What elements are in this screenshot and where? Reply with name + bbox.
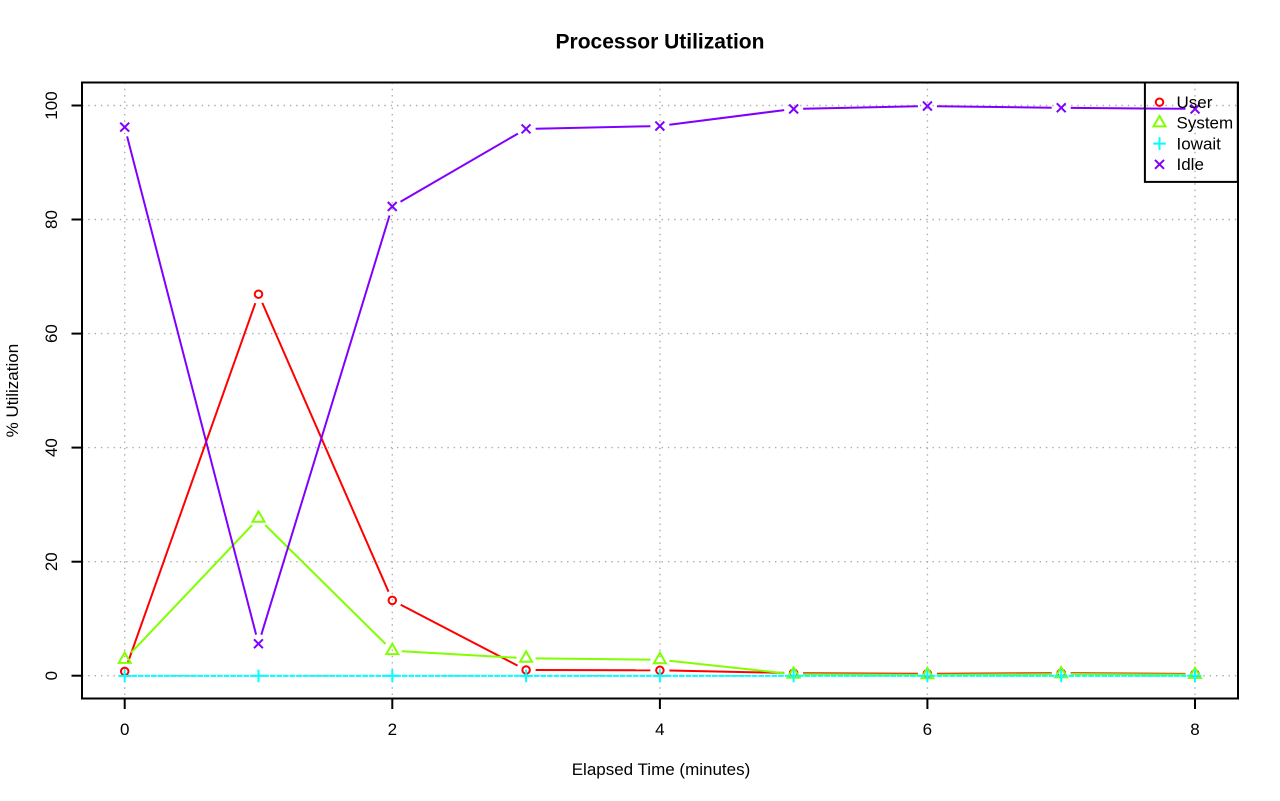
svg-text:System: System [1177,114,1234,133]
svg-text:6: 6 [923,720,932,739]
svg-text:40: 40 [42,438,61,457]
svg-text:8: 8 [1190,720,1199,739]
svg-text:Elapsed Time (minutes): Elapsed Time (minutes) [572,760,751,779]
svg-text:Processor Utilization: Processor Utilization [556,30,765,53]
svg-text:60: 60 [42,324,61,343]
svg-text:Iowait: Iowait [1177,134,1222,153]
svg-text:Idle: Idle [1177,155,1204,174]
svg-text:0: 0 [42,671,61,680]
svg-text:2: 2 [388,720,397,739]
svg-text:80: 80 [42,210,61,229]
svg-text:20: 20 [42,552,61,571]
svg-text:% Utilization: % Utilization [3,344,22,438]
svg-text:4: 4 [655,720,664,739]
svg-text:100: 100 [42,91,61,119]
svg-text:User: User [1177,93,1213,112]
svg-text:0: 0 [120,720,129,739]
